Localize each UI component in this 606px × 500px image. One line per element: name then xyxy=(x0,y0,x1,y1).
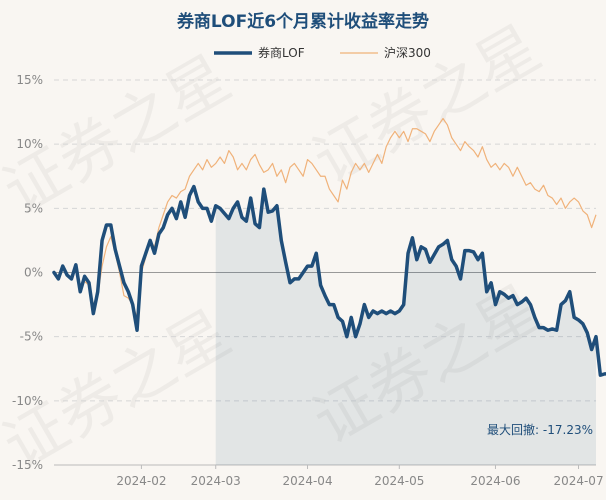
y-tick-label-1: 10% xyxy=(16,137,43,151)
y-tick-label-4: -5% xyxy=(20,330,43,344)
y-tick-label-3: 0% xyxy=(24,266,43,280)
max-drawdown-annotation: 最大回撤: -17.23% xyxy=(487,422,593,437)
x-tick-label-5: 2024-07 xyxy=(553,474,603,488)
y-tick-label-0: 15% xyxy=(16,73,43,87)
x-tick-label-3: 2024-05 xyxy=(374,474,424,488)
x-tick-label-1: 2024-03 xyxy=(191,474,241,488)
y-axis-ticks: 15% 10% 5% 0% -5% -10% -15% xyxy=(12,73,43,472)
chart-title: 券商LOF近6个月累计收益率走势 xyxy=(176,11,429,32)
y-tick-label-2: 5% xyxy=(24,201,43,215)
x-tick-label-2: 2024-04 xyxy=(282,474,332,488)
x-tick-label-0: 2024-02 xyxy=(116,474,166,488)
watermark-text-3: 证券之星 xyxy=(0,296,242,483)
x-axis-ticks: 2024-02 2024-03 2024-04 2024-05 2024-06 2024-… xyxy=(54,464,604,488)
watermark-text-1: 证券之星 xyxy=(0,41,242,228)
watermark-text-2: 证券之星 xyxy=(301,11,552,198)
y-tick-label-5: -10% xyxy=(12,394,43,408)
legend: 券商LOF 沪深300 xyxy=(214,45,431,60)
legend-label-0: 券商LOF xyxy=(258,45,305,60)
y-tick-label-6: -15% xyxy=(12,458,43,472)
x-tick-label-4: 2024-06 xyxy=(470,474,520,488)
legend-label-1: 沪深300 xyxy=(384,46,431,60)
drawdown-area xyxy=(215,189,597,465)
series-line-broker-lof xyxy=(52,184,606,377)
